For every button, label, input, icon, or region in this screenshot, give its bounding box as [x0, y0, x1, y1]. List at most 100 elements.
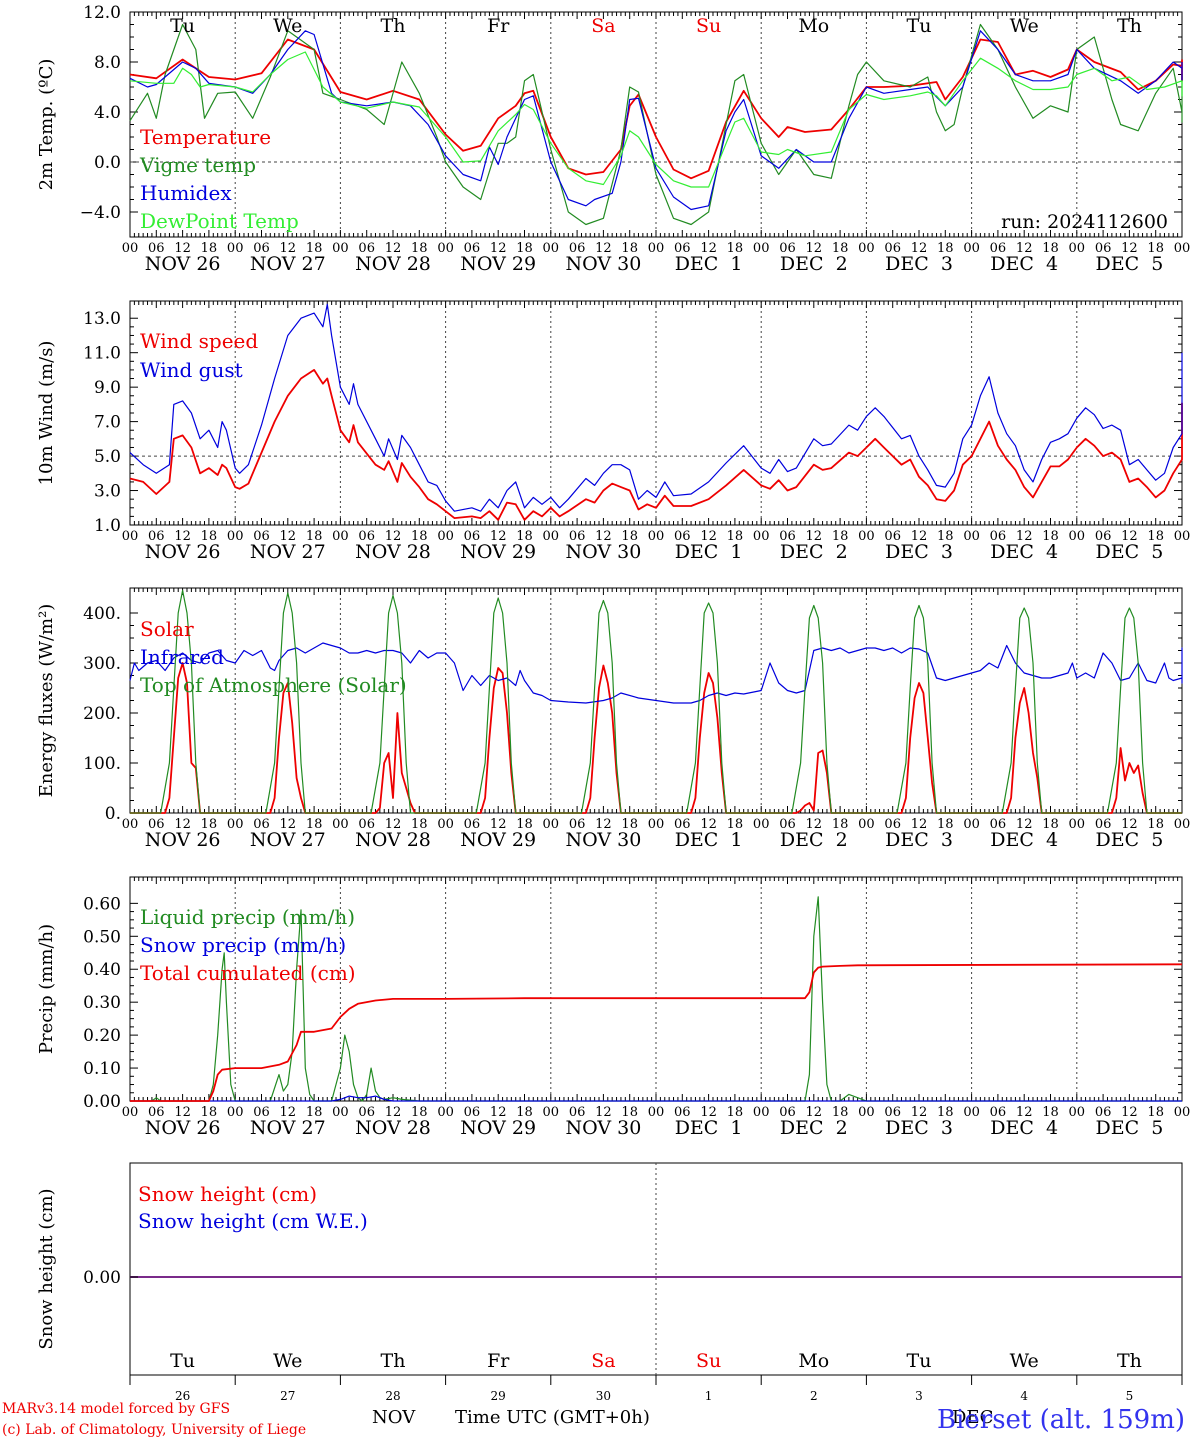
energy-hour-tick-label: 00	[963, 817, 980, 832]
snow-weekday-label: Th	[381, 1350, 406, 1372]
energy-hour-tick-label: 12	[911, 817, 928, 832]
energy-legend-entry: Top of Atmosphere (Solar)	[140, 673, 407, 697]
temperature-hour-tick-label: 00	[227, 241, 244, 256]
precip-hour-tick-label: 00	[332, 1105, 349, 1120]
energy-legend-entry: Infrared	[140, 645, 224, 669]
precip-y-axis-label: Precip (mm/h)	[36, 924, 57, 1054]
wind-hour-tick-label: 00	[963, 529, 980, 544]
precip-hour-tick-label: 12	[280, 1105, 297, 1120]
wind-hour-tick-label: 00	[437, 529, 454, 544]
snow-day-number: 29	[491, 1389, 506, 1403]
temperature-weekday-label: We	[273, 15, 302, 37]
snow-weekday-label: Su	[696, 1350, 721, 1372]
precip-y-tick-label: 0.40	[83, 960, 121, 980]
temperature-hour-tick-label: 06	[1095, 241, 1112, 256]
precip-hour-tick-label: 06	[358, 1105, 375, 1120]
wind-hour-tick-label: 12	[700, 529, 717, 544]
wind-date-label: DEC 3	[885, 541, 953, 563]
energy-series-infrared	[129, 642, 1183, 704]
wind-hour-tick-label: 00	[332, 529, 349, 544]
temperature-date-label: DEC 3	[885, 253, 953, 275]
temperature-hour-tick-label: 18	[621, 241, 638, 256]
precip-hour-tick-label: 00	[227, 1105, 244, 1120]
wind-hour-tick-label: 06	[253, 529, 270, 544]
wind-hour-tick-label: 18	[306, 529, 323, 544]
temperature-y-tick-label: 0.0	[94, 153, 121, 173]
energy-y-tick-label: 400.	[83, 604, 121, 624]
energy-hour-tick-label: 12	[700, 817, 717, 832]
temperature-y-tick-label: 12.0	[83, 3, 121, 23]
energy-hour-tick-label: 12	[806, 817, 823, 832]
temperature-hour-tick-label: 12	[280, 241, 297, 256]
energy-date-label: DEC 1	[675, 829, 743, 851]
snow-day-number: 3	[915, 1389, 923, 1403]
energy-hour-tick-label: 18	[1042, 817, 1059, 832]
wind-hour-tick-label: 06	[674, 529, 691, 544]
temperature-weekday-label: Su	[696, 15, 721, 37]
energy-series-top-of-atmosphere-solar-	[130, 589, 1182, 814]
precip-date-label: DEC 1	[675, 1117, 743, 1139]
precip-hour-tick-label: 00	[1069, 1105, 1086, 1120]
temperature-hour-tick-label: 00	[437, 241, 454, 256]
precip-hour-tick-label: 06	[1095, 1105, 1112, 1120]
temperature-hour-tick-label: 18	[832, 241, 849, 256]
precip-hour-tick-label: 12	[1016, 1105, 1033, 1120]
station-label: Bierset (alt. 159m)	[937, 1405, 1185, 1435]
run-annotation: run: 2024112600	[1001, 211, 1168, 233]
wind-date-label: NOV 29	[460, 541, 536, 563]
precip-panel: Precip (mm/h) 0.00 0.10 0.20 0.30 0.40 0.50 0.6…	[36, 876, 1190, 1139]
temperature-hour-tick-label: 12	[595, 241, 612, 256]
precip-hour-tick-label: 18	[411, 1105, 428, 1120]
precip-hour-tick-label: 06	[990, 1105, 1007, 1120]
precip-hour-tick-label: 18	[516, 1105, 533, 1120]
energy-hour-tick-label: 00	[543, 817, 560, 832]
wind-hour-tick-label: 06	[148, 529, 165, 544]
temperature-hour-tick-label: 12	[1016, 241, 1033, 256]
temperature-weekday-label: We	[1010, 15, 1039, 37]
temperature-hour-tick-label: 06	[569, 241, 586, 256]
temperature-weekday-label: Mo	[798, 15, 829, 37]
energy-hour-tick-label: 18	[937, 817, 954, 832]
precip-hour-tick-label: 06	[253, 1105, 270, 1120]
precip-date-label: NOV 28	[355, 1117, 431, 1139]
energy-hour-tick-label: 00	[753, 817, 770, 832]
temperature-hour-tick-label: 06	[253, 241, 270, 256]
precip-series-snow-precip-mm-h-	[130, 1095, 1182, 1102]
energy-date-label: DEC 3	[885, 829, 953, 851]
wind-hour-tick-label: 06	[1095, 529, 1112, 544]
wind-panel: 10m Wind (m/s) 1.0 3.0 5.0 7.0 9.0 11.0 13.0 Win…	[36, 300, 1190, 563]
energy-hour-tick-label: 18	[516, 817, 533, 832]
wind-hour-tick-label: 06	[884, 529, 901, 544]
temperature-hour-tick-label: 18	[201, 241, 218, 256]
temperature-series-vigne-temp	[129, 23, 1183, 226]
snow-legend-entry: Snow height (cm W.E.)	[138, 1209, 368, 1233]
temperature-hour-tick-label: 12	[490, 241, 507, 256]
wind-y-tick-label: 5.0	[94, 447, 121, 467]
wind-hour-tick-label: 18	[727, 529, 744, 544]
wind-date-label: DEC 1	[675, 541, 743, 563]
wind-series-wind-speed	[129, 368, 1183, 521]
temperature-series-dewpoint-temp	[129, 51, 1183, 188]
temperature-hour-tick-label: 00	[332, 241, 349, 256]
wind-hour-tick-label: 18	[937, 529, 954, 544]
temperature-hour-tick-label: 18	[516, 241, 533, 256]
temperature-hour-tick-label: 06	[884, 241, 901, 256]
wind-hour-tick-label: 18	[832, 529, 849, 544]
snow-day-number: 4	[1020, 1389, 1028, 1403]
energy-hour-tick-label: 06	[148, 817, 165, 832]
temperature-hour-tick-label: 06	[779, 241, 796, 256]
wind-hour-tick-label: 00	[858, 529, 875, 544]
energy-hour-tick-label: 18	[727, 817, 744, 832]
temperature-y-tick-label: −4.0	[80, 203, 121, 223]
energy-hour-tick-label: 18	[411, 817, 428, 832]
wind-date-label: NOV 27	[250, 541, 326, 563]
temperature-date-label: DEC 2	[780, 253, 848, 275]
snow-y-axis-label: Snow height (cm)	[36, 1188, 57, 1349]
energy-hour-tick-label: 00	[227, 817, 244, 832]
energy-hour-tick-label: 06	[464, 817, 481, 832]
temperature-panel: 2m Temp. (ºC) −4.0 0.0 4.0 8.0 12.0 Temperatur…	[36, 3, 1190, 275]
temperature-weekday-label: Tu	[170, 15, 195, 37]
wind-legend-entry: Wind gust	[140, 358, 243, 382]
wind-y-tick-label: 3.0	[94, 482, 121, 502]
precip-hour-tick-label: 00	[437, 1105, 454, 1120]
